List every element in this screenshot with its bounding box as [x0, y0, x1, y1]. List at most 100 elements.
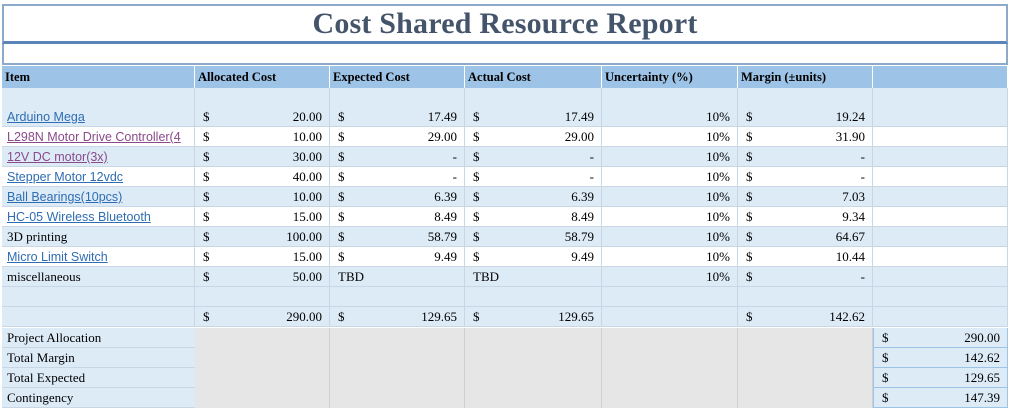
empty-cell[interactable]	[873, 287, 1008, 307]
margin-total[interactable]: $142.62	[738, 307, 873, 327]
uncertainty-cell[interactable]: 10%	[602, 227, 738, 247]
summary-gray-cell[interactable]	[738, 328, 873, 348]
margin-cell[interactable]: $64.67	[738, 227, 873, 247]
empty-cell[interactable]	[602, 307, 738, 327]
actual-cell[interactable]: $17.49	[465, 107, 602, 127]
margin-cell[interactable]: $ -	[738, 147, 873, 167]
allocated-cell[interactable]: $15.00	[195, 247, 330, 267]
actual-cell[interactable]: $6.39	[465, 187, 602, 207]
summary-gray-cell[interactable]	[330, 328, 465, 348]
column-header[interactable]: Margin (±units)	[738, 66, 873, 88]
allocated-cell[interactable]: $30.00	[195, 147, 330, 167]
expected-cell[interactable]: $6.39	[330, 187, 465, 207]
summary-gray-cell[interactable]	[330, 368, 465, 388]
summary-gray-cell[interactable]	[602, 348, 738, 368]
expected-cell[interactable]: $ -	[330, 167, 465, 187]
margin-cell[interactable]: $10.44	[738, 247, 873, 267]
item-cell[interactable]: Arduino Mega	[2, 107, 195, 127]
empty-cell[interactable]	[873, 107, 1008, 127]
empty-cell[interactable]	[873, 267, 1008, 287]
item-cell[interactable]: Micro Limit Switch	[2, 247, 195, 267]
empty-cell[interactable]	[465, 88, 602, 108]
column-header-empty[interactable]	[873, 66, 1008, 88]
expected-cell[interactable]: $9.49	[330, 247, 465, 267]
column-header[interactable]: Uncertainty (%)	[602, 66, 738, 88]
empty-cell[interactable]	[738, 287, 873, 307]
summary-gray-cell[interactable]	[602, 328, 738, 348]
title-cell[interactable]: Cost Shared Resource Report	[2, 4, 1008, 44]
column-header[interactable]: Actual Cost	[465, 66, 602, 88]
item-cell[interactable]: Ball Bearings(10pcs)	[2, 187, 195, 207]
column-header[interactable]: Expected Cost	[330, 66, 465, 88]
summary-label-cell[interactable]: Total Expected	[2, 368, 195, 388]
expected-cell[interactable]: $29.00	[330, 127, 465, 147]
actual-cell[interactable]: TBD	[465, 267, 602, 287]
summary-gray-cell[interactable]	[738, 348, 873, 368]
summary-gray-cell[interactable]	[465, 348, 602, 368]
empty-cell[interactable]	[873, 88, 1008, 108]
column-header[interactable]: Item	[2, 66, 195, 88]
margin-cell[interactable]: $9.34	[738, 207, 873, 227]
empty-cell[interactable]	[873, 307, 1008, 327]
margin-cell[interactable]: $ -	[738, 167, 873, 187]
allocated-cell[interactable]: $10.00	[195, 127, 330, 147]
empty-cell[interactable]	[873, 187, 1008, 207]
column-header[interactable]: Allocated Cost	[195, 66, 330, 88]
summary-label-cell[interactable]: Contingency	[2, 388, 195, 408]
expected-total[interactable]: $129.65	[330, 307, 465, 327]
uncertainty-cell[interactable]: 10%	[602, 267, 738, 287]
actual-cell[interactable]: $9.49	[465, 247, 602, 267]
empty-cell[interactable]	[873, 167, 1008, 187]
allocated-cell[interactable]: $20.00	[195, 107, 330, 127]
empty-cell[interactable]	[330, 88, 465, 108]
allocated-cell[interactable]: $10.00	[195, 187, 330, 207]
expected-cell[interactable]: TBD	[330, 267, 465, 287]
summary-label-cell[interactable]: Total Margin	[2, 348, 195, 368]
empty-cell[interactable]	[2, 307, 195, 327]
empty-cell[interactable]	[602, 88, 738, 108]
item-cell[interactable]: Stepper Motor 12vdc	[2, 167, 195, 187]
summary-gray-cell[interactable]	[465, 328, 602, 348]
summary-gray-cell[interactable]	[738, 368, 873, 388]
summary-gray-cell[interactable]	[330, 348, 465, 368]
expected-cell[interactable]: $8.49	[330, 207, 465, 227]
summary-gray-cell[interactable]	[465, 368, 602, 388]
actual-cell[interactable]: $29.00	[465, 127, 602, 147]
item-cell[interactable]: HC-05 Wireless Bluetooth	[2, 207, 195, 227]
item-cell[interactable]: 12V DC motor(3x)	[2, 147, 195, 167]
summary-gray-cell[interactable]	[195, 388, 330, 408]
summary-gray-cell[interactable]	[195, 348, 330, 368]
summary-gray-cell[interactable]	[330, 388, 465, 408]
empty-cell[interactable]	[873, 127, 1008, 147]
summary-gray-cell[interactable]	[738, 388, 873, 408]
summary-gray-cell[interactable]	[195, 368, 330, 388]
actual-total[interactable]: $129.65	[465, 307, 602, 327]
uncertainty-cell[interactable]: 10%	[602, 167, 738, 187]
uncertainty-cell[interactable]: 10%	[602, 207, 738, 227]
summary-gray-cell[interactable]	[195, 328, 330, 348]
item-cell[interactable]: miscellaneous	[2, 267, 195, 287]
summary-gray-cell[interactable]	[602, 368, 738, 388]
empty-cell[interactable]	[195, 88, 330, 108]
allocated-cell[interactable]: $15.00	[195, 207, 330, 227]
empty-cell[interactable]	[873, 227, 1008, 247]
uncertainty-cell[interactable]: 10%	[602, 127, 738, 147]
blank-row[interactable]	[2, 44, 1008, 65]
margin-cell[interactable]: $ -	[738, 267, 873, 287]
actual-cell[interactable]: $ -	[465, 167, 602, 187]
expected-cell[interactable]: $58.79	[330, 227, 465, 247]
empty-cell[interactable]	[2, 88, 195, 108]
allocated-cell[interactable]: $100.00	[195, 227, 330, 247]
empty-cell[interactable]	[738, 88, 873, 108]
empty-cell[interactable]	[465, 287, 602, 307]
margin-cell[interactable]: $7.03	[738, 187, 873, 207]
expected-cell[interactable]: $ -	[330, 147, 465, 167]
item-cell[interactable]: L298N Motor Drive Controller(4	[2, 127, 195, 147]
actual-cell[interactable]: $8.49	[465, 207, 602, 227]
uncertainty-cell[interactable]: 10%	[602, 247, 738, 267]
item-cell[interactable]: 3D printing	[2, 227, 195, 247]
empty-cell[interactable]	[873, 207, 1008, 227]
margin-cell[interactable]: $19.24	[738, 107, 873, 127]
empty-cell[interactable]	[873, 147, 1008, 167]
summary-gray-cell[interactable]	[602, 388, 738, 408]
